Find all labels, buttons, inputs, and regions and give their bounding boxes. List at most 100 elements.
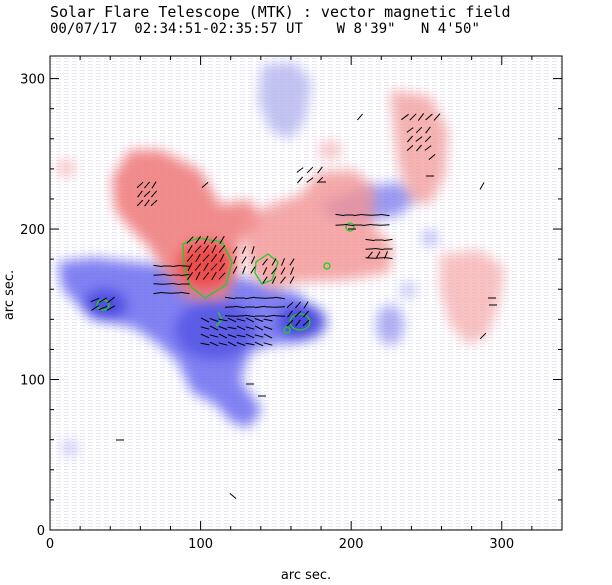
field-vector bbox=[274, 306, 286, 308]
field-vector bbox=[335, 224, 345, 226]
field-vector bbox=[362, 223, 372, 227]
field-vector bbox=[233, 256, 237, 264]
field-vector bbox=[144, 199, 150, 207]
field-vector bbox=[409, 113, 417, 121]
field-vector bbox=[195, 271, 201, 281]
field-vector bbox=[286, 319, 294, 327]
field-vector bbox=[218, 342, 228, 346]
y-tick-label: 100 bbox=[20, 374, 45, 389]
field-vector bbox=[303, 310, 309, 318]
field-vector bbox=[218, 245, 226, 253]
field-vector bbox=[234, 315, 246, 317]
field-vector bbox=[428, 154, 436, 160]
figure-title: Solar Flare Telescope (MTK) : vector mag… bbox=[50, 3, 511, 21]
field-vector bbox=[264, 297, 276, 299]
field-vector bbox=[362, 214, 372, 216]
field-vector bbox=[218, 263, 226, 271]
field-vector bbox=[406, 145, 414, 151]
field-vector bbox=[371, 214, 381, 216]
field-vector bbox=[263, 326, 273, 330]
field-vector bbox=[479, 332, 487, 340]
field-vector bbox=[136, 181, 144, 189]
field-vector bbox=[211, 244, 217, 254]
field-vector bbox=[229, 493, 237, 499]
minor-ticks bbox=[50, 56, 563, 530]
field-vector bbox=[186, 272, 194, 280]
field-vector bbox=[236, 334, 246, 338]
field-vector bbox=[143, 190, 151, 198]
y-tick-label: 300 bbox=[20, 73, 45, 88]
field-vector bbox=[254, 305, 266, 309]
field-vector bbox=[290, 267, 294, 275]
field-vector bbox=[264, 314, 276, 318]
field-vector bbox=[203, 235, 209, 245]
field-vector bbox=[136, 199, 144, 207]
field-vector bbox=[209, 318, 219, 322]
field-vector bbox=[211, 271, 217, 281]
field-vector bbox=[425, 126, 431, 134]
field-vector bbox=[90, 297, 100, 303]
longitude-label: W 8'39" bbox=[336, 21, 396, 37]
field-vector bbox=[218, 326, 228, 330]
field-vector bbox=[137, 190, 143, 198]
x-axis-label: arc sec. bbox=[281, 568, 331, 583]
field-vector bbox=[254, 325, 264, 331]
field-vector bbox=[406, 127, 414, 133]
x-tick-label: 200 bbox=[339, 537, 364, 552]
field-vector bbox=[271, 258, 277, 266]
field-vector bbox=[194, 236, 202, 244]
field-vector bbox=[218, 272, 226, 280]
x-tick-label: 300 bbox=[489, 537, 514, 552]
field-vector bbox=[254, 297, 266, 299]
figure-subtitle: 00/07/17 02:34:51-02:35:57 UT W 8'39" N … bbox=[50, 21, 480, 37]
field-vector bbox=[219, 253, 225, 263]
field-vector bbox=[245, 326, 255, 330]
positive-polarity-regions bbox=[56, 90, 505, 345]
negative-polarity-regions bbox=[58, 62, 438, 456]
field-vector bbox=[236, 318, 246, 322]
plot-frame bbox=[49, 55, 563, 531]
field-vector bbox=[344, 223, 354, 227]
field-vector bbox=[171, 292, 181, 294]
field-vector bbox=[289, 258, 295, 266]
field-vector bbox=[232, 266, 238, 274]
field-vector bbox=[219, 235, 225, 245]
field-vector bbox=[380, 224, 390, 226]
field-vector bbox=[417, 113, 425, 121]
field-vector bbox=[200, 317, 210, 323]
y-axis-label: arc sec. bbox=[2, 270, 17, 320]
tick-labels: 0 100 200 300 0 100 200 300 bbox=[20, 73, 514, 552]
field-vector bbox=[287, 310, 293, 318]
field-vector bbox=[224, 296, 236, 300]
field-vector bbox=[209, 325, 219, 331]
field-vector bbox=[153, 274, 163, 276]
field-vector bbox=[245, 342, 255, 346]
field-vector bbox=[424, 135, 432, 143]
field-vector bbox=[151, 181, 157, 189]
transverse-field-vectors bbox=[90, 113, 497, 499]
field-vector bbox=[401, 113, 409, 121]
field-vector bbox=[295, 319, 301, 327]
field-vector bbox=[280, 276, 286, 284]
field-vector bbox=[357, 113, 363, 121]
field-vector bbox=[242, 266, 246, 274]
field-vector bbox=[186, 254, 194, 262]
observation-date: 00/07/17 bbox=[50, 21, 118, 37]
field-vector bbox=[374, 247, 384, 251]
field-vector bbox=[194, 245, 202, 253]
field-vector bbox=[262, 258, 268, 266]
field-vector bbox=[107, 296, 115, 304]
field-vector bbox=[263, 318, 273, 322]
field-vector bbox=[151, 190, 157, 198]
field-vector bbox=[479, 182, 485, 190]
field-vector bbox=[262, 276, 268, 284]
field-vector bbox=[241, 256, 247, 264]
field-vector bbox=[153, 291, 163, 295]
x-tick-label: 100 bbox=[188, 537, 213, 552]
observation-time: 02:34:51-02:35:57 UT bbox=[134, 21, 303, 37]
field-vector bbox=[302, 319, 310, 327]
field-vector bbox=[263, 342, 273, 346]
field-vector bbox=[415, 126, 423, 134]
field-vector bbox=[244, 314, 256, 318]
field-vector bbox=[202, 245, 210, 253]
